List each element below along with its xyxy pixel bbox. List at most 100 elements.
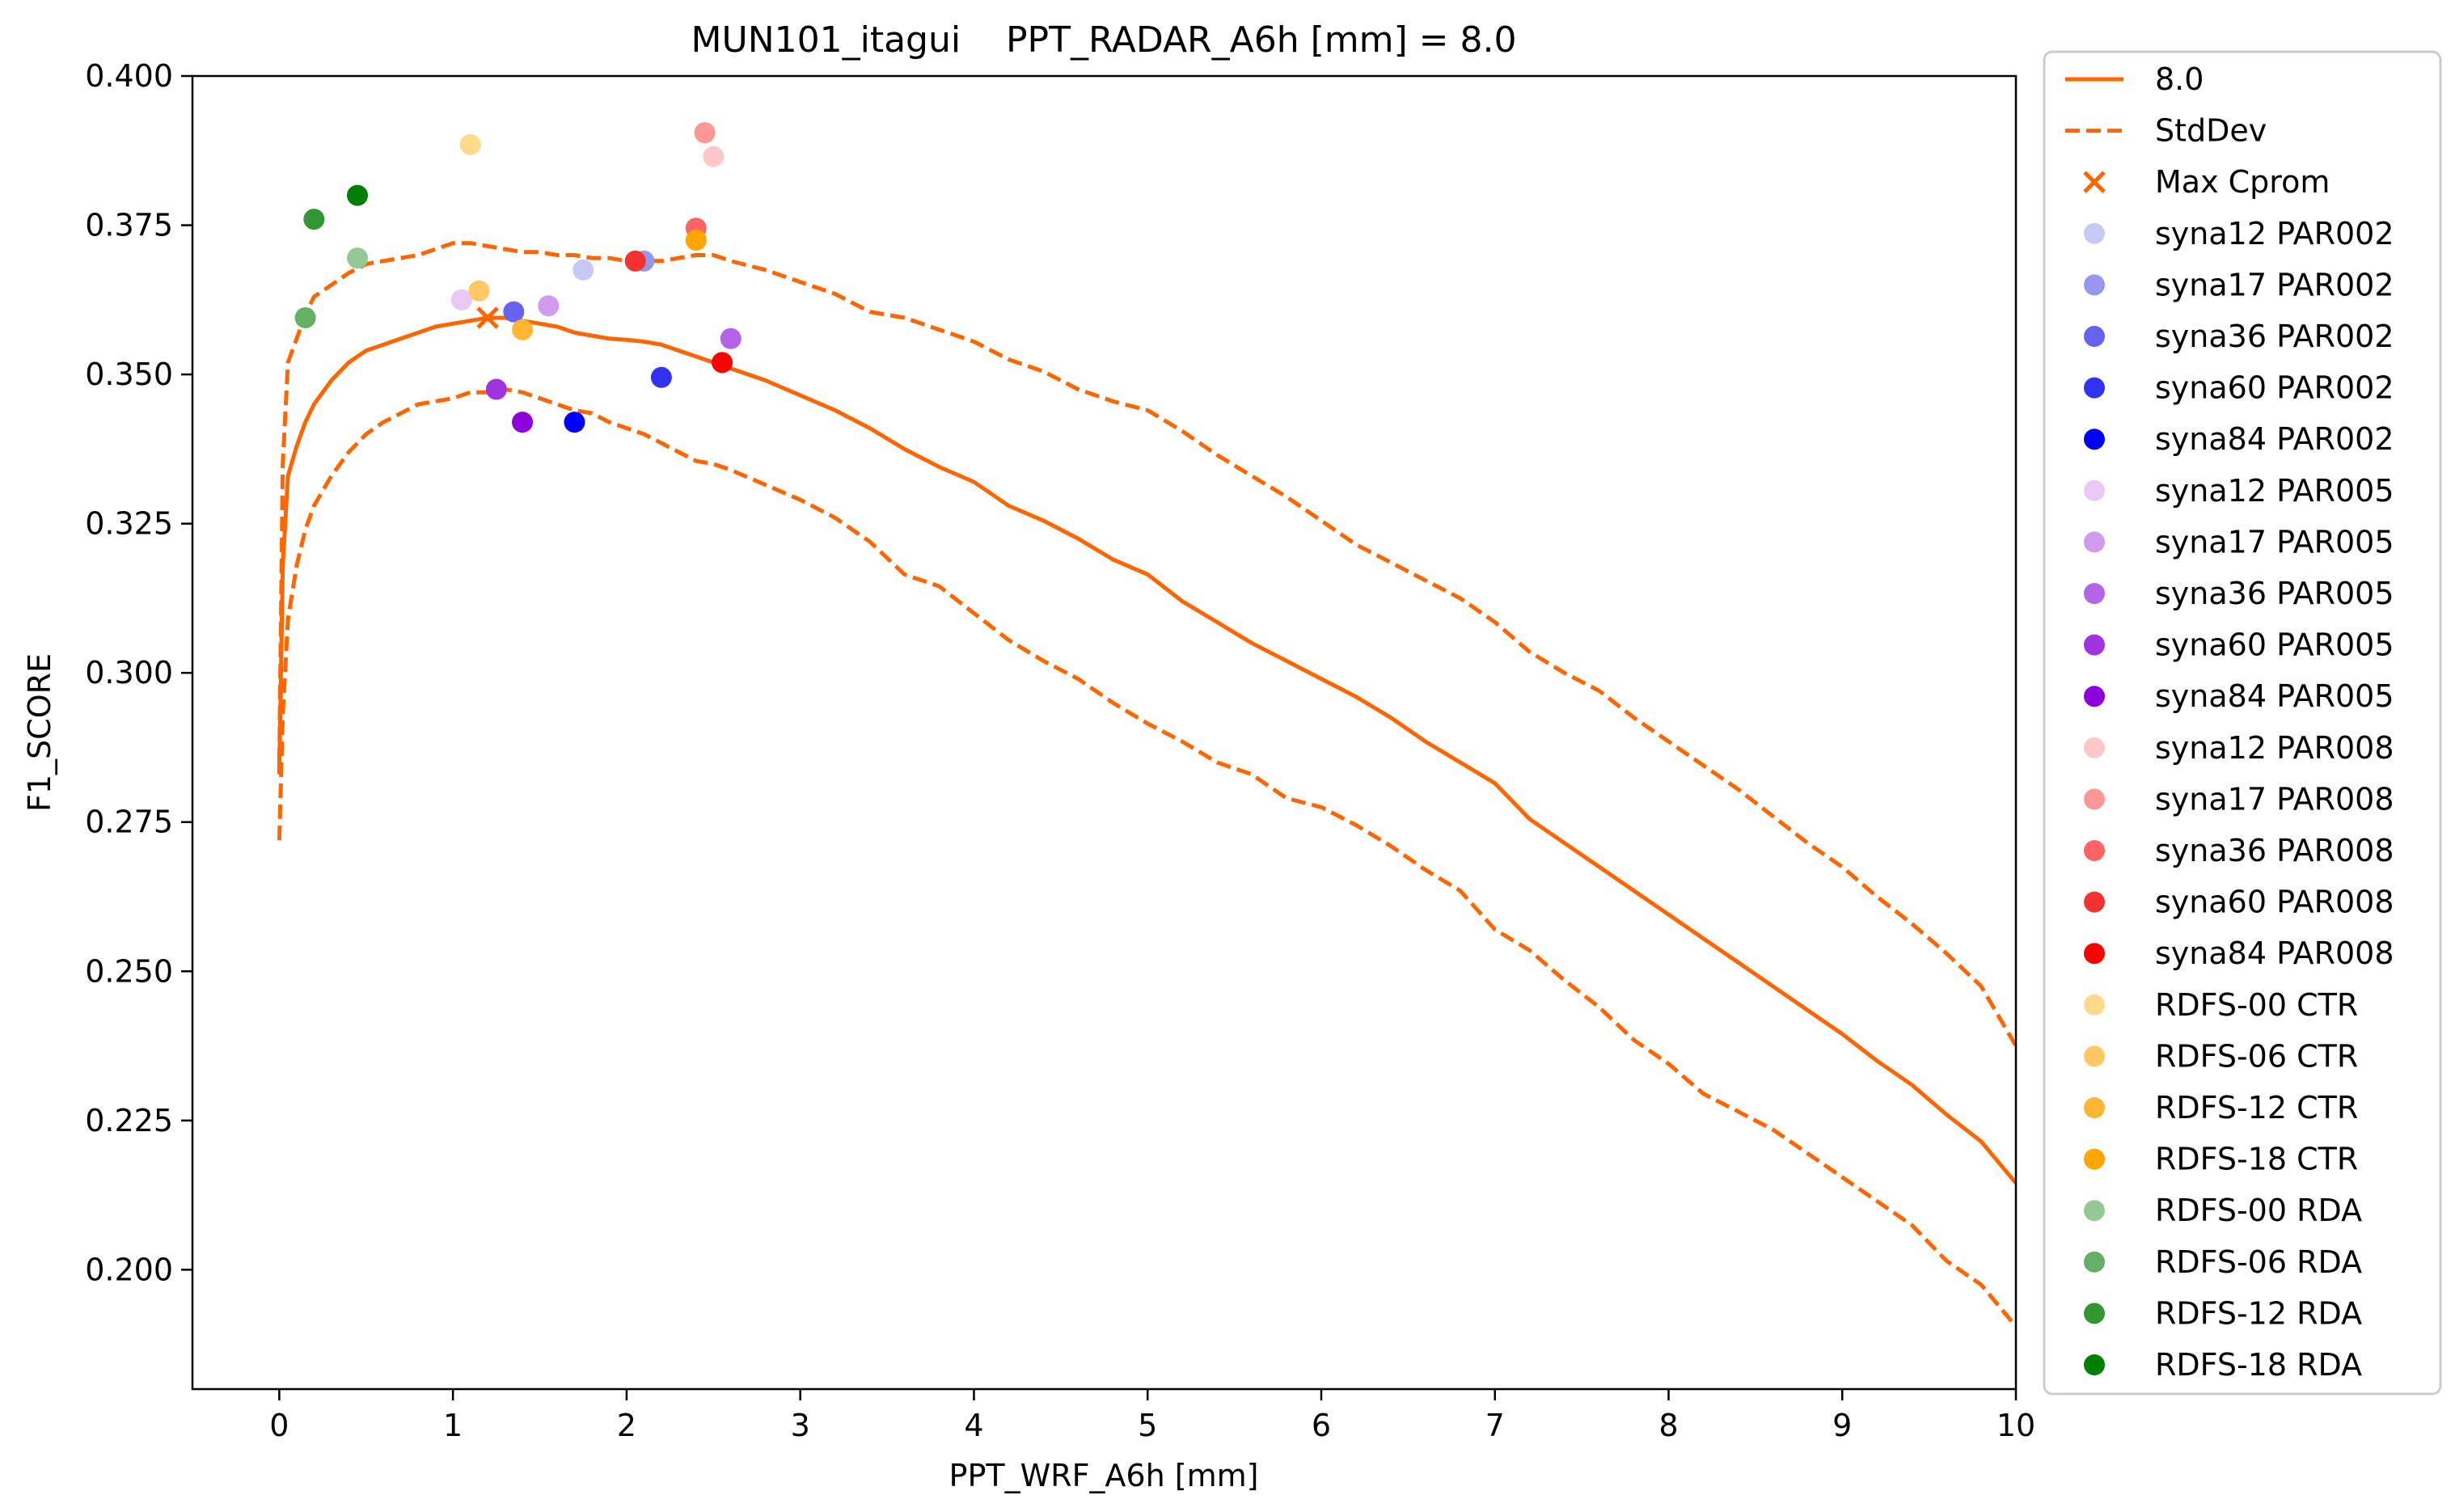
legend-entry: RDFS-18 RDA xyxy=(2084,1347,2362,1383)
legend-label: syna17 PAR005 xyxy=(2155,524,2394,560)
max-cprom-marker xyxy=(476,306,499,329)
y-tick-label: 0.275 xyxy=(85,805,173,840)
point-rdfs-00-ctr xyxy=(459,133,481,155)
legend-key-dot xyxy=(2084,1354,2105,1375)
y-axis: 0.200 0.225 0.250 0.275 0.300 0.325 0.350 0.375… xyxy=(85,58,192,1287)
legend-key-dot xyxy=(2084,274,2105,296)
legend-key-dot xyxy=(2084,429,2105,450)
point-syna60-par008 xyxy=(624,250,646,272)
y-tick-label: 0.350 xyxy=(85,357,173,392)
legend-key-dot xyxy=(2084,479,2105,501)
legend-label: syna17 PAR002 xyxy=(2155,267,2394,302)
stddev-line-1 xyxy=(277,241,2016,1047)
legend-entry: syna84 PAR005 xyxy=(2084,678,2394,714)
legend-key-dot xyxy=(2084,1148,2105,1170)
legend-entry: RDFS-06 CTR xyxy=(2084,1038,2358,1074)
legend: 8.0 StdDev Max Cprom syna12 PAR002 syna17 PA… xyxy=(2043,50,2442,1396)
legend-key-dot xyxy=(2084,377,2105,399)
x-tick-label: 10 xyxy=(1997,1408,2035,1443)
y-tick-label: 0.225 xyxy=(85,1103,173,1138)
legend-label: syna12 PAR005 xyxy=(2155,473,2394,509)
legend-entry: syna36 PAR002 xyxy=(2084,319,2394,354)
legend-entry: syna84 PAR002 xyxy=(2084,421,2394,457)
legend-label: 8.0 xyxy=(2155,61,2204,97)
y-tick-label: 0.375 xyxy=(85,208,173,243)
legend-label: Max Cprom xyxy=(2155,164,2330,200)
point-syna12-par005 xyxy=(450,289,472,310)
legend-entry: syna12 PAR005 xyxy=(2084,473,2394,509)
legend-label: syna60 PAR008 xyxy=(2155,885,2394,920)
legend-label: RDFS-18 RDA xyxy=(2155,1347,2362,1383)
point-rdfs-06-ctr xyxy=(468,280,490,302)
legend-key-dot xyxy=(2084,1251,2105,1273)
legend-entry: syna60 PAR008 xyxy=(2084,885,2394,920)
legend-key-dot xyxy=(2084,326,2105,347)
plot-content xyxy=(277,122,2016,1328)
legend-key-dot xyxy=(2084,583,2105,604)
legend-key-dot xyxy=(2084,891,2105,913)
x-tick-label: 4 xyxy=(964,1408,983,1443)
point-rdfs-12-ctr xyxy=(512,319,534,340)
legend-label: syna84 PAR002 xyxy=(2155,421,2394,457)
point-syna60-par005 xyxy=(485,378,507,400)
legend-label: RDFS-18 CTR xyxy=(2155,1142,2358,1177)
legend-frame xyxy=(2043,50,2442,1396)
point-syna84-par005 xyxy=(512,412,534,433)
legend-entry: StdDev xyxy=(2065,113,2267,149)
y-tick-label: 0.325 xyxy=(85,506,173,542)
point-syna36-par005 xyxy=(720,327,742,349)
legend-label: syna60 PAR002 xyxy=(2155,370,2394,406)
point-syna36-par002 xyxy=(503,301,525,323)
legend-entry: syna12 PAR002 xyxy=(2084,216,2394,251)
x-tick-label: 9 xyxy=(1832,1408,1852,1443)
x-axis: 0 1 2 3 4 5 6 7 8 9 10 xyxy=(269,1389,2035,1443)
legend-entry: syna17 PAR008 xyxy=(2084,781,2394,817)
legend-key-dot xyxy=(2084,1303,2105,1324)
x-tick-label: 1 xyxy=(443,1408,463,1443)
y-axis-label: F1_SCORE xyxy=(22,653,57,812)
x-tick-label: 3 xyxy=(791,1408,810,1443)
x-tick-label: 6 xyxy=(1312,1408,1331,1443)
legend-label: syna84 PAR005 xyxy=(2155,678,2394,714)
plot-frame xyxy=(191,74,2018,1391)
legend-entry: RDFS-00 CTR xyxy=(2084,987,2358,1023)
legend-label: RDFS-00 CTR xyxy=(2155,987,2358,1023)
point-syna12-par002 xyxy=(573,259,594,281)
y-tick-label: 0.300 xyxy=(85,655,173,691)
legend-entry: RDFS-12 RDA xyxy=(2084,1295,2362,1331)
x-tick-label: 8 xyxy=(1658,1408,1678,1443)
legend-entry: syna36 PAR008 xyxy=(2084,833,2394,868)
x-tick-label: 2 xyxy=(617,1408,636,1443)
x-axis-label: PPT_WRF_A6h [mm] xyxy=(949,1458,1259,1493)
legend-label: syna84 PAR008 xyxy=(2155,935,2394,971)
legend-label: syna12 PAR002 xyxy=(2155,216,2394,251)
point-rdfs-06-rda xyxy=(294,306,316,328)
point-rdfs-12-rda xyxy=(303,209,325,230)
legend-key-dot xyxy=(2084,1097,2105,1118)
legend-label: RDFS-06 RDA xyxy=(2155,1244,2362,1280)
legend-entry: syna36 PAR005 xyxy=(2084,576,2394,611)
legend-key-dot xyxy=(2084,788,2105,810)
stddev-line-2 xyxy=(277,387,2016,1328)
legend-label: RDFS-00 RDA xyxy=(2155,1193,2362,1228)
legend-entry: RDFS-06 RDA xyxy=(2084,1244,2362,1280)
y-tick-label: 0.250 xyxy=(85,953,173,989)
x-tick-label: 0 xyxy=(269,1408,289,1443)
legend-entry: RDFS-12 CTR xyxy=(2084,1090,2358,1126)
legend-entry: RDFS-18 CTR xyxy=(2084,1142,2358,1177)
point-syna60-par002 xyxy=(650,366,672,388)
legend-key-dot xyxy=(2084,634,2105,656)
point-syna17-par008 xyxy=(694,122,716,144)
legend-label: RDFS-12 CTR xyxy=(2155,1090,2358,1126)
legend-entry: RDFS-00 RDA xyxy=(2084,1193,2362,1228)
legend-label: syna12 PAR008 xyxy=(2155,730,2394,766)
y-tick-label: 0.400 xyxy=(85,58,173,94)
chart-title: MUN101_itagui PPT_RADAR_A6h [mm] = 8.0 xyxy=(691,19,1517,61)
legend-entry: 8.0 xyxy=(2065,61,2204,97)
legend-key-dot xyxy=(2084,686,2105,707)
legend-label: syna60 PAR005 xyxy=(2155,627,2394,663)
legend-entry: Max Cprom xyxy=(2083,164,2330,200)
legend-entry: syna60 PAR005 xyxy=(2084,627,2394,663)
legend-key-x-marker xyxy=(2083,171,2106,193)
